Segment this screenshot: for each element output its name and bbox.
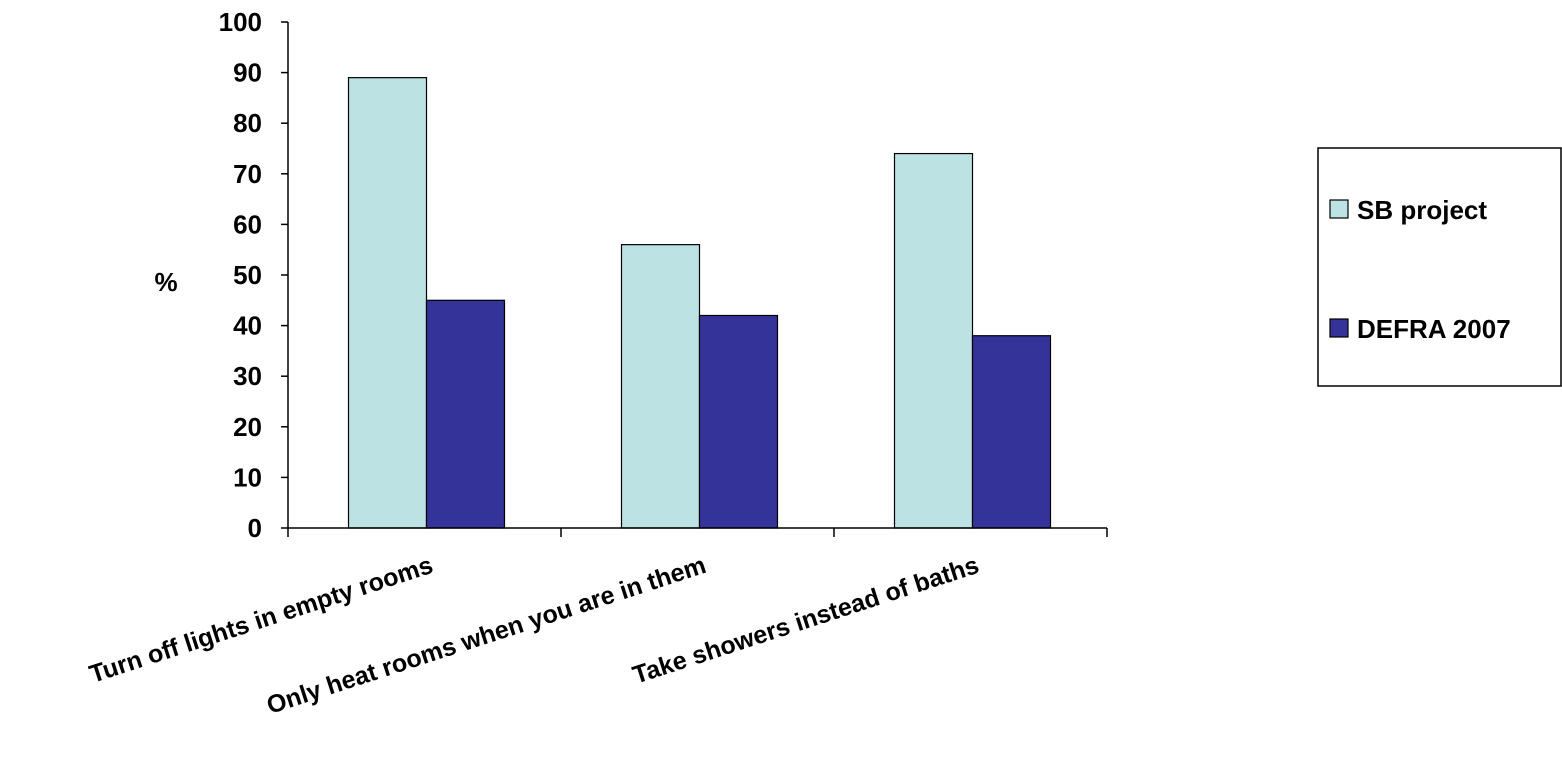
y-tick-label: 40 <box>233 311 262 341</box>
y-tick-label: 90 <box>233 58 262 88</box>
y-tick-label: 0 <box>248 513 262 543</box>
legend-label: DEFRA 2007 <box>1357 314 1511 344</box>
y-tick-label: 10 <box>233 462 262 492</box>
bars-group <box>347 77 1052 529</box>
x-category-label: Only heat rooms when you are in them <box>263 551 709 720</box>
bar <box>893 152 974 529</box>
bar <box>425 299 506 529</box>
bar <box>698 314 779 529</box>
y-tick-label: 30 <box>233 361 262 391</box>
y-tick-label: 70 <box>233 159 262 189</box>
y-tick-label: 60 <box>233 209 262 239</box>
y-tick-label: 100 <box>219 7 262 37</box>
y-tick-label: 50 <box>233 260 262 290</box>
bar <box>620 244 701 529</box>
legend-swatch <box>1329 199 1349 219</box>
axes-group <box>281 21 1108 537</box>
bar <box>971 335 1052 529</box>
y-tick-label: 20 <box>233 412 262 442</box>
legend-label: SB project <box>1357 195 1487 225</box>
legend-swatch <box>1329 318 1349 338</box>
legend-box <box>1317 147 1562 387</box>
legend: SB project DEFRA 2007 <box>1317 147 1562 387</box>
bar <box>347 77 428 529</box>
y-tick-label: 80 <box>233 108 262 138</box>
y-axis-label: % <box>154 267 177 297</box>
